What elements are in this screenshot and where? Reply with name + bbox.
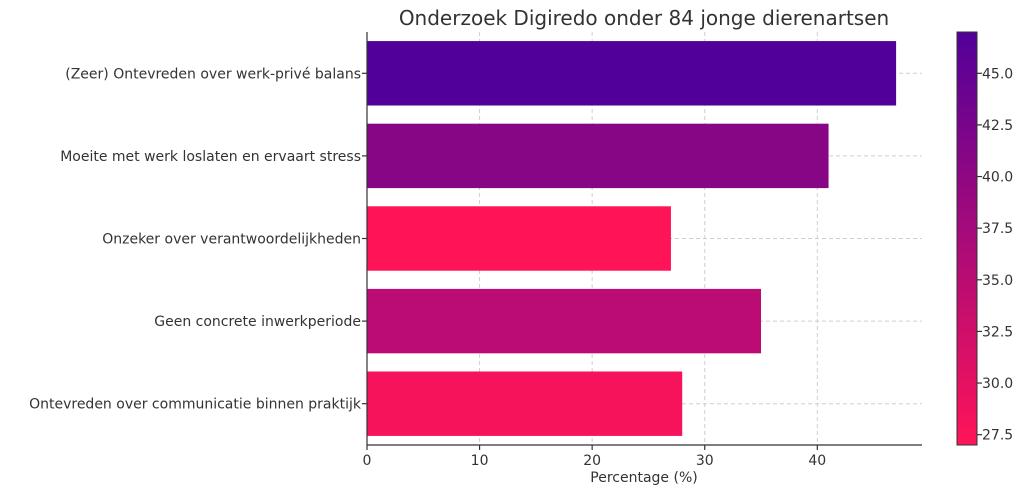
x-tick-label: 30: [696, 453, 714, 469]
category-label: Geen concrete inwerkperiode: [154, 314, 361, 330]
colorbar-tick-label: 37.5: [982, 221, 1013, 237]
axes-layer: [362, 32, 922, 450]
x-tick-label: 10: [471, 453, 489, 469]
colorbar-tick-label: 32.5: [982, 324, 1013, 340]
bar: [367, 206, 671, 271]
category-label: Ontevreden over communicatie binnen prak…: [29, 397, 362, 413]
chart-title: Onderzoek Digiredo onder 84 jonge dieren…: [399, 6, 889, 30]
colorbar-gradient: [956, 31, 978, 446]
bars-layer: [367, 41, 897, 436]
colorbar-tick-label: 30.0: [982, 376, 1013, 392]
colorbar-tick-label: 27.5: [982, 428, 1013, 444]
x-tick-label: 0: [363, 453, 372, 469]
colorbar-tick-label: 40.0: [982, 170, 1013, 186]
x-tick-label: 20: [583, 453, 601, 469]
category-label: Moeite met werk loslaten en ervaart stre…: [60, 149, 361, 165]
bar: [367, 41, 897, 106]
category-label: Onzeker over verantwoordelijkheden: [102, 232, 361, 248]
bar: [367, 123, 829, 189]
x-axis-title: Percentage (%): [590, 470, 697, 486]
labels-layer: 0 10 20 30 40 (Zeer) Ontevreden over werk-pri…: [29, 66, 826, 469]
colorbar-tick-label: 45.0: [982, 66, 1013, 82]
colorbar: 27.5 30.0 32.5 35.0 37.5 40.0 42.5 45.0: [956, 31, 1013, 446]
colorbar-tick-label: 35.0: [982, 273, 1013, 289]
colorbar-tick-label: 42.5: [982, 118, 1013, 134]
category-label: (Zeer) Ontevreden over werk-privé balans: [65, 66, 361, 82]
bar: [367, 371, 683, 436]
x-tick-label: 40: [808, 453, 826, 469]
bar: [367, 288, 762, 354]
